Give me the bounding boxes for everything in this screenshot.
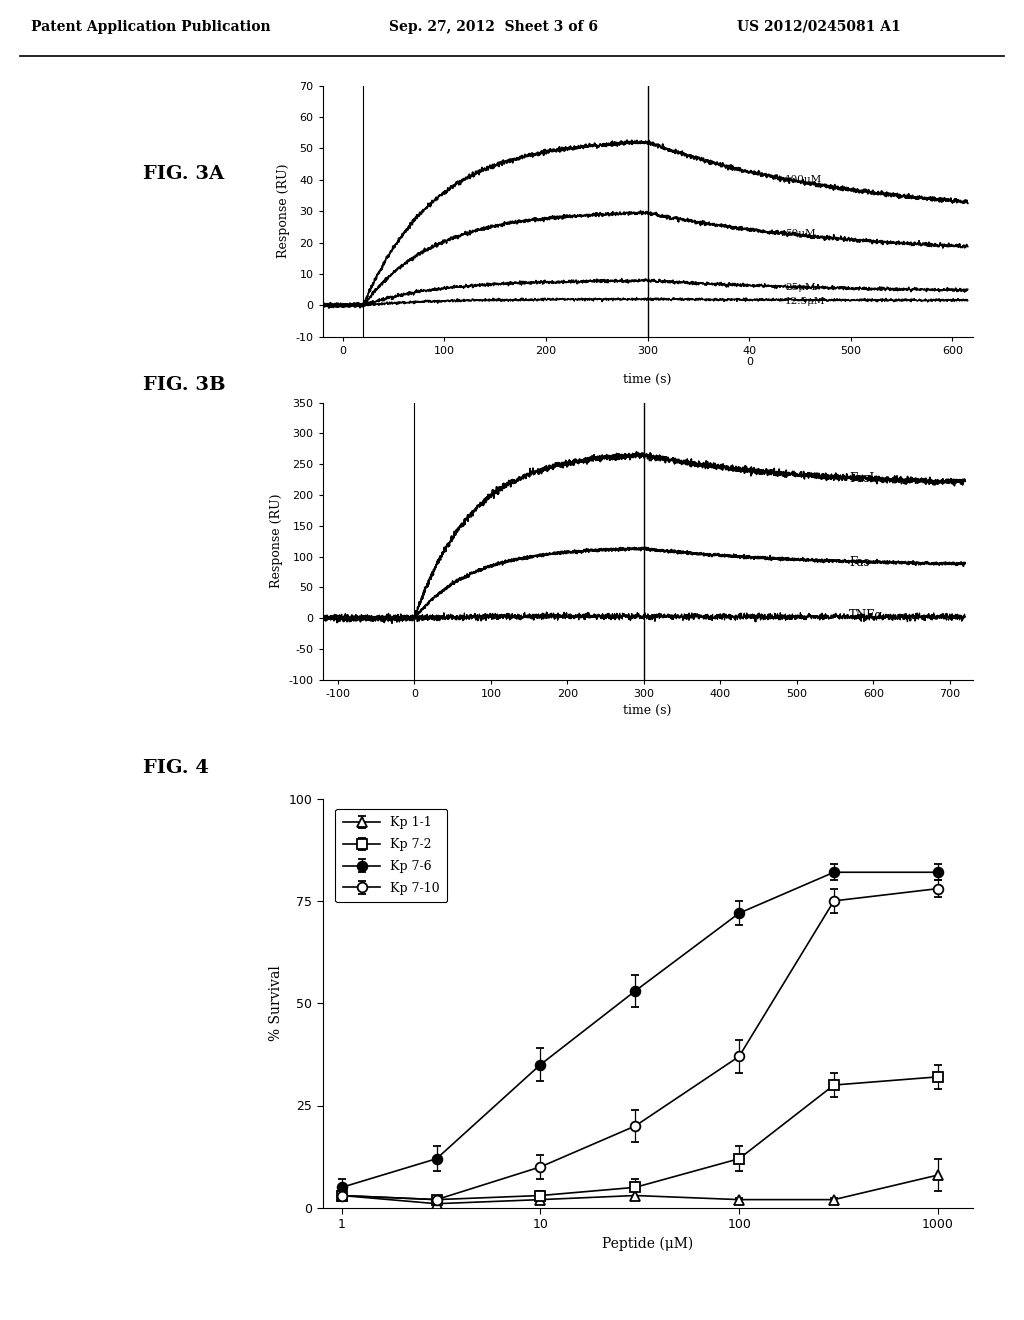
Y-axis label: % Survival: % Survival: [268, 965, 283, 1041]
Text: FIG. 3A: FIG. 3A: [143, 165, 224, 183]
Y-axis label: Response (RU): Response (RU): [276, 164, 290, 259]
Text: Sep. 27, 2012  Sheet 3 of 6: Sep. 27, 2012 Sheet 3 of 6: [389, 20, 598, 34]
Text: TNFα: TNFα: [849, 609, 884, 622]
Text: FIG. 3B: FIG. 3B: [143, 376, 226, 395]
X-axis label: Peptide (μM): Peptide (μM): [602, 1237, 693, 1251]
Text: US 2012/0245081 A1: US 2012/0245081 A1: [737, 20, 901, 34]
Text: FasL: FasL: [849, 473, 878, 484]
Text: Fas: Fas: [849, 556, 869, 569]
Text: 25μM: 25μM: [784, 282, 815, 292]
Text: FIG. 4: FIG. 4: [143, 759, 209, 777]
X-axis label: time (s): time (s): [624, 705, 672, 717]
Y-axis label: Response (RU): Response (RU): [270, 494, 283, 589]
X-axis label: time (s): time (s): [624, 372, 672, 385]
Text: 12.5μM: 12.5μM: [784, 297, 825, 306]
Text: 50μM: 50μM: [784, 228, 815, 238]
Legend: Kp 1-1, Kp 7-2, Kp 7-6, Kp 7-10: Kp 1-1, Kp 7-2, Kp 7-6, Kp 7-10: [335, 809, 447, 902]
Text: Patent Application Publication: Patent Application Publication: [31, 20, 270, 34]
Text: 100μM: 100μM: [784, 176, 822, 185]
